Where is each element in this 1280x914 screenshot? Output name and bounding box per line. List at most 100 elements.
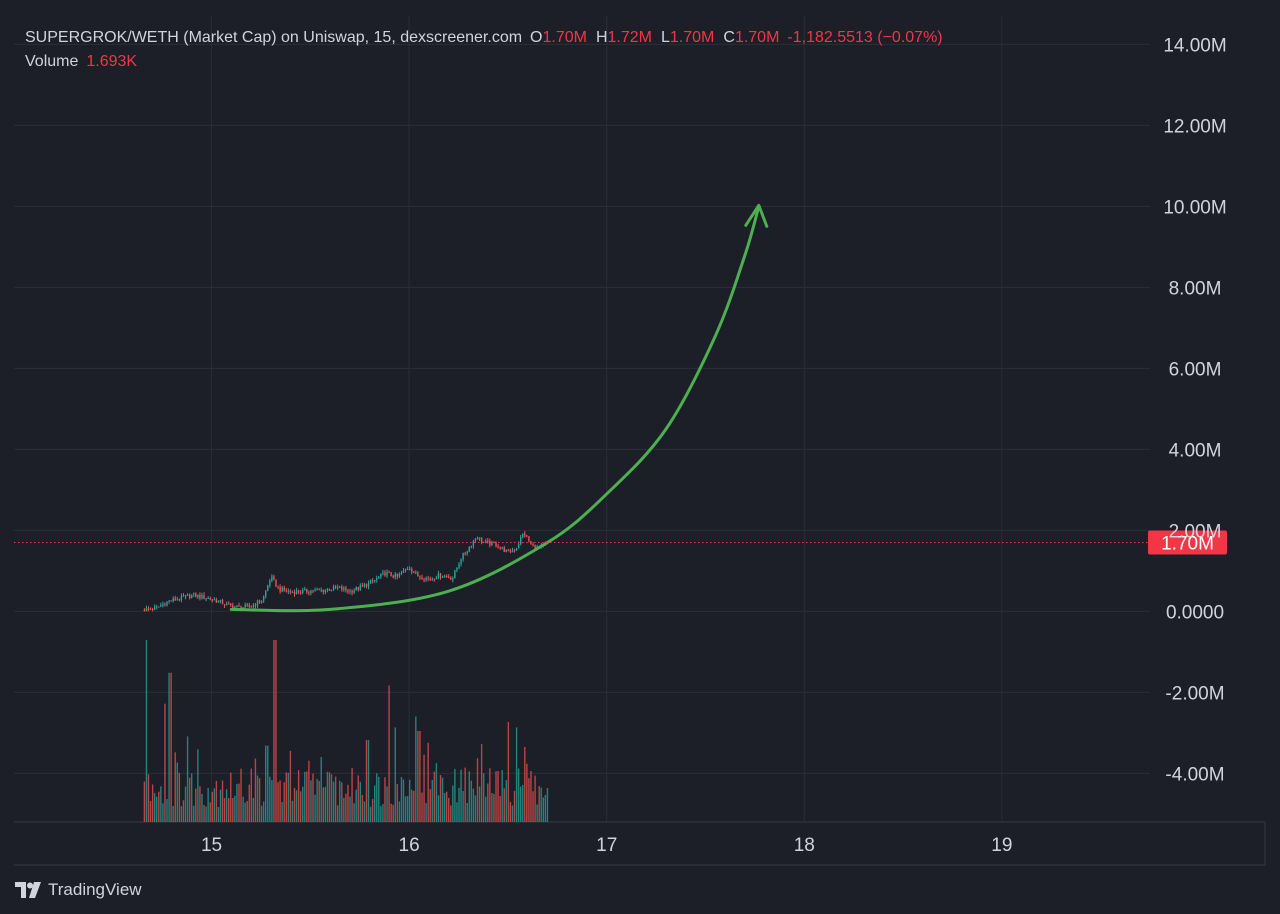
volume-bar bbox=[252, 797, 255, 822]
candle-body bbox=[285, 590, 287, 592]
candle-body bbox=[193, 593, 195, 595]
volume-bar bbox=[454, 768, 456, 822]
volume-bar bbox=[283, 782, 285, 822]
candle-body bbox=[174, 598, 176, 601]
candle-body bbox=[306, 588, 308, 593]
candle-body bbox=[275, 579, 277, 587]
volume-bar bbox=[507, 721, 510, 822]
candle-body bbox=[421, 577, 423, 580]
volume-bar bbox=[166, 799, 168, 822]
ohlc-o: O1.70M bbox=[530, 29, 587, 46]
candle-body bbox=[454, 570, 456, 579]
volume-bar bbox=[279, 780, 281, 822]
tradingview-brand[interactable]: TradingView bbox=[14, 878, 142, 902]
candle-body bbox=[211, 599, 213, 601]
candle-body bbox=[408, 568, 411, 570]
volume-bar bbox=[199, 786, 201, 822]
candle-body bbox=[314, 589, 316, 592]
candle-body bbox=[143, 609, 146, 612]
volume-bar bbox=[378, 776, 380, 822]
volume-bar bbox=[170, 672, 172, 822]
candle-body bbox=[441, 576, 444, 578]
volume-bar bbox=[392, 804, 394, 822]
volume-bar bbox=[287, 772, 290, 822]
volume-bar bbox=[462, 791, 464, 822]
volume-bar bbox=[505, 780, 508, 822]
volume-bar bbox=[408, 779, 411, 822]
candle-body bbox=[178, 599, 181, 601]
candle-body bbox=[330, 590, 333, 592]
candle-body bbox=[427, 577, 429, 579]
volume-bar bbox=[285, 772, 287, 822]
candle-body bbox=[283, 587, 285, 591]
volume-bar bbox=[211, 791, 213, 822]
candle-body bbox=[509, 550, 512, 553]
candle-body bbox=[197, 594, 199, 598]
candle-body bbox=[398, 574, 401, 577]
candle-body bbox=[308, 592, 310, 594]
volume-bar bbox=[353, 803, 355, 822]
volume-bar bbox=[339, 780, 341, 822]
volume-bar bbox=[330, 774, 333, 822]
volume-bar bbox=[149, 800, 152, 822]
candle-body bbox=[302, 589, 304, 593]
volume-bar bbox=[417, 731, 419, 822]
candle-body bbox=[345, 587, 347, 591]
candle-body bbox=[452, 578, 454, 580]
x-tick-label: 19 bbox=[991, 835, 1012, 856]
candle-body bbox=[413, 571, 415, 573]
volume-bar bbox=[355, 789, 357, 822]
volume-bar bbox=[289, 750, 292, 822]
volume-bar bbox=[308, 760, 310, 822]
volume-bar bbox=[394, 727, 396, 822]
candle-body bbox=[363, 584, 366, 587]
candle-body bbox=[223, 604, 226, 606]
candle-body bbox=[217, 600, 220, 603]
volume-bar bbox=[293, 787, 296, 822]
candle-body bbox=[269, 580, 271, 586]
ohlc-key: O bbox=[530, 29, 543, 46]
candle-body bbox=[431, 578, 433, 580]
volume-bar bbox=[316, 778, 318, 822]
volume-bar bbox=[215, 780, 218, 822]
candle-body bbox=[160, 605, 162, 607]
candle-body bbox=[289, 590, 292, 593]
volume-bar bbox=[195, 788, 197, 822]
arrow-curve bbox=[229, 204, 761, 613]
volume-bar bbox=[225, 789, 228, 822]
volume-bar bbox=[322, 787, 324, 822]
volume-bar bbox=[242, 796, 244, 822]
volume-bar bbox=[186, 736, 189, 822]
candle-body bbox=[534, 545, 536, 550]
price-change: -1,182.5513 (−0.07%) bbox=[787, 29, 943, 46]
candle-body bbox=[172, 598, 174, 602]
price-line-label: 1.70M bbox=[1161, 534, 1214, 555]
candle-body bbox=[513, 550, 516, 552]
volume-bar bbox=[265, 745, 267, 822]
volume-bar bbox=[433, 771, 436, 822]
candle-body bbox=[519, 537, 522, 545]
ohlc-value: 1.72M bbox=[607, 29, 652, 46]
volume-bar bbox=[538, 786, 540, 822]
candle-body bbox=[149, 608, 152, 610]
ohlc-key: C bbox=[723, 29, 735, 46]
candle-body bbox=[402, 570, 405, 573]
candle-body bbox=[320, 589, 322, 591]
candle-body bbox=[511, 550, 514, 553]
volume-bar bbox=[207, 787, 209, 822]
volume-bar bbox=[158, 791, 160, 822]
candle-body bbox=[258, 600, 261, 603]
volume-bar bbox=[371, 799, 374, 822]
volume-bar bbox=[271, 780, 273, 822]
ohlc-value: 1.70M bbox=[734, 29, 780, 46]
volume-bar bbox=[188, 777, 191, 822]
volume-bar bbox=[472, 788, 475, 822]
volume-bar bbox=[343, 797, 345, 822]
y-tick-label: 0.0000 bbox=[1166, 602, 1224, 623]
volume-bar bbox=[277, 782, 279, 822]
candle-body bbox=[443, 575, 446, 577]
volume-bar bbox=[361, 794, 364, 822]
candle-body bbox=[450, 577, 452, 580]
